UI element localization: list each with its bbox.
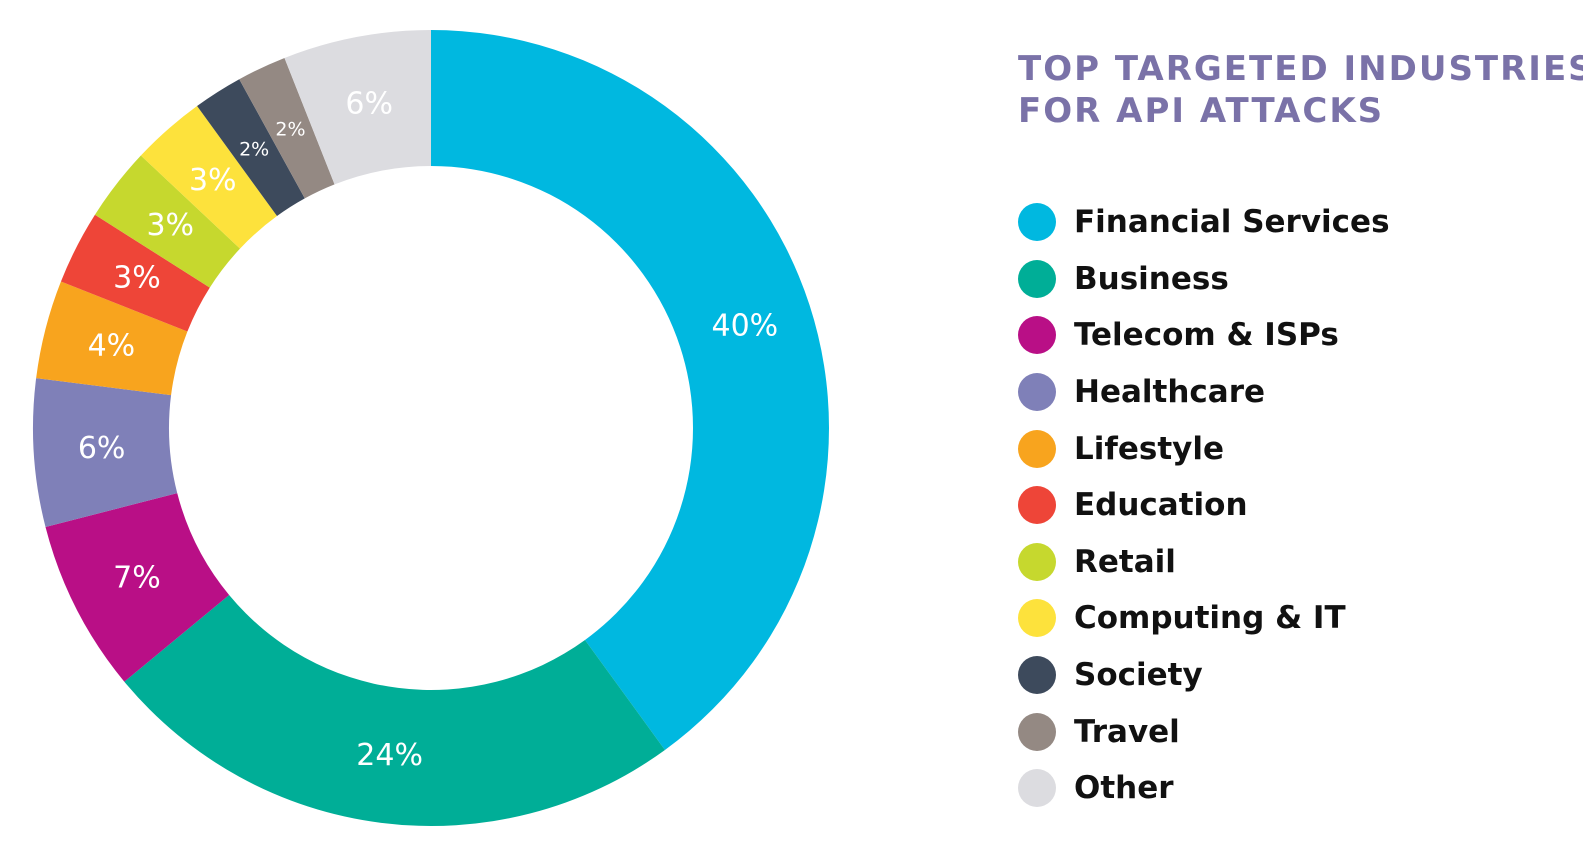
slice-healthcare [33, 378, 178, 527]
chart-title: TOP TARGETED INDUSTRIES FOR API ATTACKS [1018, 48, 1583, 132]
legend-label: Travel [1074, 713, 1180, 750]
legend-item-financial-services: Financial Services [1018, 194, 1390, 251]
legend-item-business: Business [1018, 251, 1390, 308]
slice-label-lifestyle: 4% [88, 328, 136, 363]
donut-slices [33, 30, 829, 826]
donut-slice-labels: 40%24%7%6%4%3%3%3%2%2%6% [78, 86, 778, 773]
donut-chart: 40%24%7%6%4%3%3%3%2%2%6% [33, 30, 829, 826]
chart-title-line-1: TOP TARGETED INDUSTRIES [1018, 49, 1583, 89]
legend-label: Business [1074, 260, 1229, 297]
slice-label-society: 2% [239, 138, 269, 160]
slice-label-healthcare: 6% [78, 431, 126, 466]
slice-computing-and-it [140, 106, 278, 249]
slice-label-education: 3% [113, 261, 161, 296]
legend-swatch [1018, 486, 1056, 525]
legend-swatch [1018, 712, 1056, 751]
slice-label-travel: 2% [275, 118, 305, 140]
slice-travel [239, 57, 335, 199]
slice-lifestyle [36, 281, 188, 396]
legend-swatch [1018, 316, 1056, 355]
slice-education [60, 214, 210, 332]
legend-swatch [1018, 373, 1056, 412]
legend-item-society: Society [1018, 647, 1390, 704]
legend-swatch [1018, 769, 1056, 808]
legend-item-retail: Retail [1018, 534, 1390, 591]
legend-label: Healthcare [1074, 374, 1266, 411]
slice-label-retail: 3% [146, 208, 194, 243]
legend-swatch [1018, 429, 1056, 468]
legend-item-telecom-and-isps: Telecom & ISPs [1018, 307, 1390, 364]
slice-society [197, 79, 305, 217]
legend-item-computing-and-it: Computing & IT [1018, 590, 1390, 647]
slice-telecom-and-isps [45, 493, 230, 682]
legend-swatch [1018, 599, 1056, 638]
legend-item-education: Education [1018, 477, 1390, 534]
legend-swatch [1018, 259, 1056, 298]
legend-label: Lifestyle [1074, 430, 1225, 467]
slice-other [284, 30, 431, 185]
legend-label: Education [1074, 487, 1248, 524]
chart-legend: Financial Services Business Telecom & ISPs… [1018, 194, 1390, 817]
slice-label-business: 24% [356, 738, 423, 773]
legend-label: Telecom & ISPs [1074, 317, 1339, 354]
legend-label: Computing & IT [1074, 600, 1346, 637]
legend-label: Financial Services [1074, 204, 1390, 241]
legend-item-lifestyle: Lifestyle [1018, 420, 1390, 477]
legend-label: Society [1074, 657, 1203, 694]
legend-item-travel: Travel [1018, 703, 1390, 760]
slice-financial-services [431, 30, 829, 750]
legend-label: Retail [1074, 543, 1176, 580]
slice-label-other: 6% [345, 86, 393, 121]
slice-label-telecom-and-isps: 7% [113, 560, 161, 595]
legend-item-other: Other [1018, 760, 1390, 817]
slice-label-financial-services: 40% [712, 309, 779, 344]
legend-swatch [1018, 542, 1056, 581]
legend-label: Other [1074, 770, 1174, 807]
chart-title-line-2: FOR API ATTACKS [1018, 91, 1385, 131]
slice-label-computing-and-it: 3% [189, 163, 237, 198]
slice-business [124, 595, 665, 826]
slice-retail [94, 155, 241, 288]
legend-swatch [1018, 203, 1056, 242]
legend-item-healthcare: Healthcare [1018, 364, 1390, 421]
legend-swatch [1018, 656, 1056, 695]
